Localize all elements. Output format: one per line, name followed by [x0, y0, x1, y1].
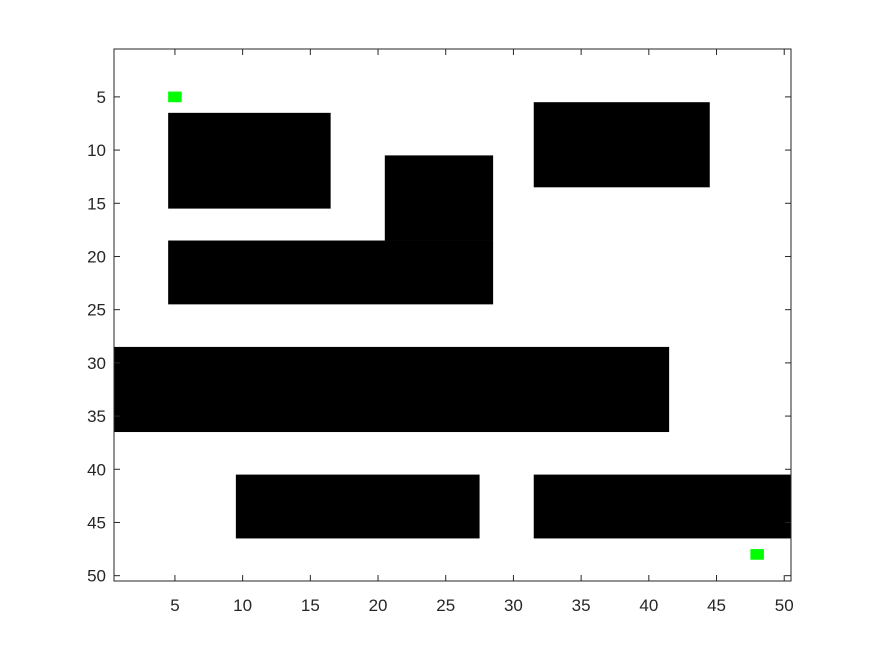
x-tick-label: 15	[301, 596, 320, 615]
x-tick-label: 20	[369, 596, 388, 615]
y-tick-label: 30	[87, 354, 106, 373]
y-tick-label: 15	[87, 194, 106, 213]
start-marker	[168, 91, 182, 103]
obstacle-block-1	[168, 112, 331, 209]
x-tick-label: 30	[504, 596, 523, 615]
obstacle-block-6	[235, 474, 480, 539]
y-tick-label: 5	[97, 88, 106, 107]
x-tick-label: 45	[707, 596, 726, 615]
obstacle-block-3	[168, 240, 494, 305]
grid-cells	[114, 91, 791, 560]
x-tick-label: 10	[233, 596, 252, 615]
y-tick-label: 35	[87, 407, 106, 426]
obstacle-block-2	[384, 155, 494, 241]
axes-box	[113, 48, 792, 582]
x-axis: 5 10 15 20 25 30 35 40 45 50	[170, 49, 794, 615]
y-tick-label: 25	[87, 301, 106, 320]
x-tick-label: 5	[170, 596, 179, 615]
x-tick-label: 25	[436, 596, 455, 615]
x-tick-label: 50	[775, 596, 794, 615]
goal-marker	[750, 549, 764, 560]
x-tick-label: 35	[572, 596, 591, 615]
y-tick-label: 50	[87, 567, 106, 586]
y-tick-label: 20	[87, 247, 106, 266]
obstacle-block-5	[114, 346, 670, 433]
y-tick-label: 10	[87, 141, 106, 160]
x-tick-label: 40	[639, 596, 658, 615]
y-tick-label: 40	[87, 460, 106, 479]
obstacle-block-7	[533, 474, 791, 539]
y-axis: 5 10 15 20 25 30 35 40 45 50	[87, 88, 791, 586]
obstacle-block-4	[533, 102, 710, 188]
plot-area	[113, 48, 792, 582]
y-tick-label: 45	[87, 513, 106, 532]
